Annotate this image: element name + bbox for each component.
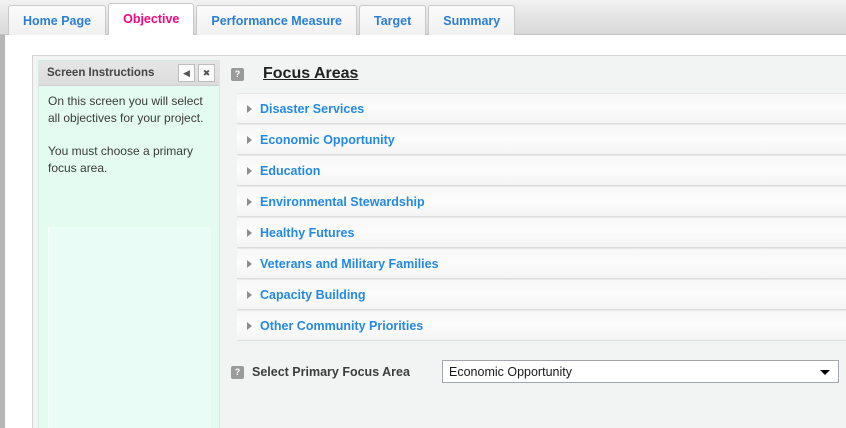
main-content: ? Focus Areas Disaster Services Economic… [228, 60, 846, 428]
screen-instructions-panel: Screen Instructions ◀ ✖ On this screen y… [38, 60, 220, 428]
tab-target[interactable]: Target [359, 5, 427, 35]
tab-home-page[interactable]: Home Page [8, 5, 107, 35]
screen-instructions-buttons: ◀ ✖ [178, 64, 215, 82]
screen-instructions-body: On this screen you will select all objec… [39, 86, 219, 177]
accordion-item-label: Other Community Priorities [260, 318, 424, 333]
chevron-right-icon [247, 135, 252, 144]
chevron-down-icon [820, 370, 830, 375]
screen-instructions-title: Screen Instructions [47, 67, 155, 79]
collapse-left-icon: ◀ [183, 67, 190, 78]
primary-focus-area-value: Economic Opportunity [449, 364, 572, 379]
help-icon-focus-areas[interactable]: ? [231, 67, 244, 81]
accordion-item-label: Environmental Stewardship [260, 194, 425, 209]
accordion-item-label: Healthy Futures [260, 225, 355, 240]
tab-target-label: Target [374, 14, 412, 28]
tab-bar: Home Page Objective Performance Measure … [0, 0, 846, 35]
accordion-item-label: Veterans and Military Families [260, 256, 439, 271]
tab-objective[interactable]: Objective [108, 3, 195, 35]
accordion-item-label: Capacity Building [260, 287, 366, 302]
tab-summary-label: Summary [443, 14, 501, 28]
focus-areas-header: ? Focus Areas [228, 60, 846, 88]
accordion-item-disaster-services[interactable]: Disaster Services [237, 93, 846, 124]
accordion-item-veterans-and-military-families[interactable]: Veterans and Military Families [237, 248, 846, 279]
collapse-panel-button[interactable]: ◀ [178, 64, 195, 82]
chevron-right-icon [247, 290, 252, 299]
page-title: Focus Areas [263, 65, 359, 82]
chevron-right-icon [247, 197, 252, 206]
accordion-item-label: Disaster Services [260, 101, 365, 116]
close-icon: ✖ [202, 67, 211, 78]
tab-list: Home Page Objective Performance Measure … [8, 3, 517, 35]
accordion-item-capacity-building[interactable]: Capacity Building [237, 279, 846, 310]
instruction-paragraph-2: You must choose a primary focus area. [48, 144, 193, 175]
accordion-item-healthy-futures[interactable]: Healthy Futures [237, 217, 846, 248]
accordion-item-label: Education [260, 163, 321, 178]
tab-home-page-label: Home Page [23, 14, 92, 28]
tab-performance-measure[interactable]: Performance Measure [196, 5, 357, 35]
tab-objective-label: Objective [123, 12, 180, 26]
primary-focus-area-label: Select Primary Focus Area [252, 365, 410, 379]
chevron-right-icon [247, 228, 252, 237]
screen-instructions-inset [48, 227, 212, 428]
tab-summary[interactable]: Summary [428, 5, 516, 35]
tab-performance-measure-label: Performance Measure [211, 14, 342, 28]
chevron-right-icon [247, 259, 252, 268]
primary-focus-area-select[interactable]: Economic Opportunity [442, 360, 839, 383]
help-icon-primary-focus-area[interactable]: ? [231, 365, 244, 379]
accordion-item-label: Economic Opportunity [260, 132, 395, 147]
chevron-right-icon [247, 166, 252, 175]
window-left-edge-inner [5, 34, 8, 428]
primary-focus-area-row: ? Select Primary Focus Area Economic Opp… [231, 360, 843, 384]
instruction-paragraph-1: On this screen you will select all objec… [48, 94, 204, 125]
accordion-item-other-community-priorities[interactable]: Other Community Priorities [237, 310, 846, 341]
screen-instructions-header: Screen Instructions ◀ ✖ [39, 61, 219, 86]
chevron-right-icon [247, 104, 252, 113]
chevron-right-icon [247, 321, 252, 330]
close-panel-button[interactable]: ✖ [198, 64, 215, 82]
focus-areas-accordion: Disaster Services Economic Opportunity E… [237, 93, 846, 341]
accordion-item-environmental-stewardship[interactable]: Environmental Stewardship [237, 186, 846, 217]
accordion-item-economic-opportunity[interactable]: Economic Opportunity [237, 124, 846, 155]
accordion-item-education[interactable]: Education [237, 155, 846, 186]
